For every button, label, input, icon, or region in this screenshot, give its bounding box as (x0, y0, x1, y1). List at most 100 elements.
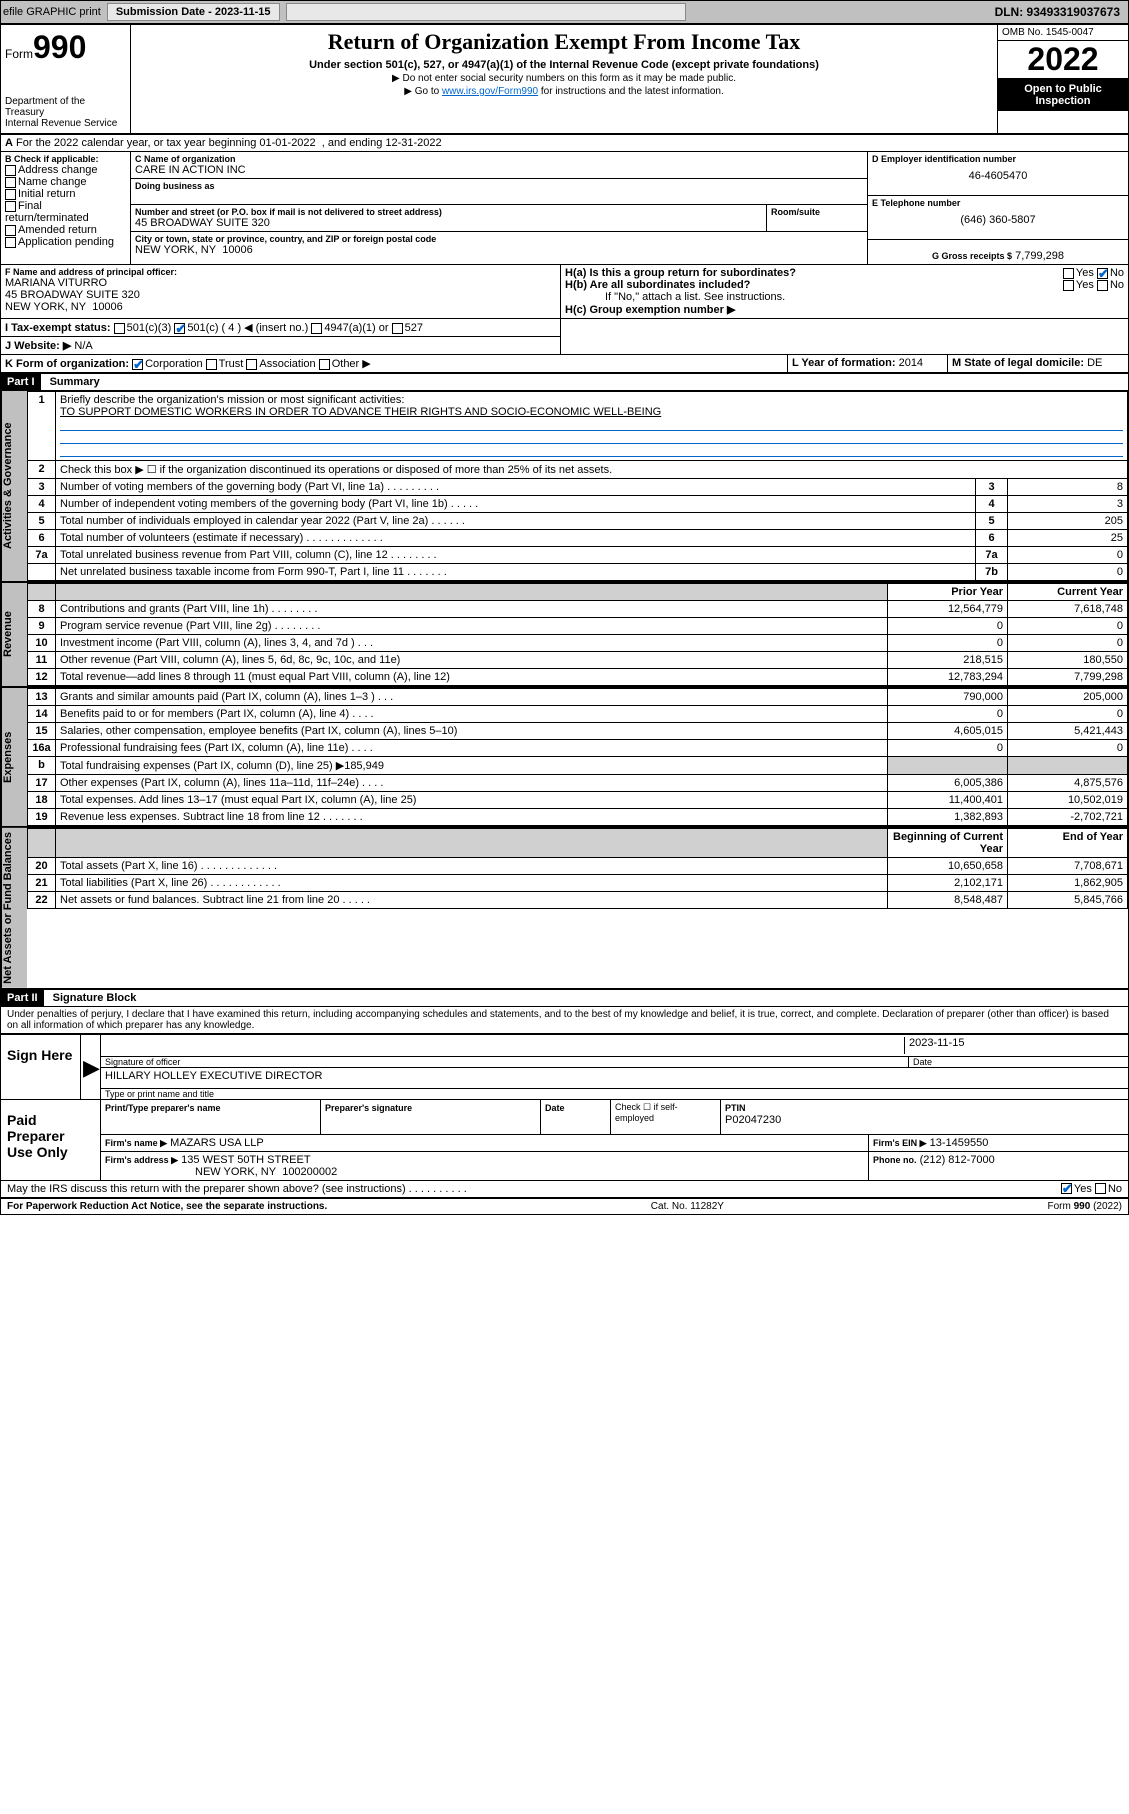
firm-phone-label: Phone no. (873, 1155, 917, 1165)
table-row: 22Net assets or fund balances. Subtract … (28, 892, 1128, 909)
table-row: 17Other expenses (Part IX, column (A), l… (28, 775, 1128, 792)
instr-2: ▶ Go to www.irs.gov/Form990 for instruct… (135, 86, 993, 97)
year-formation: 2014 (899, 357, 923, 369)
cb-name-change[interactable] (5, 177, 16, 188)
col-current: Current Year (1057, 586, 1123, 598)
cb-hb-yes[interactable] (1063, 280, 1074, 291)
header-left: Form990 Department of the Treasury Inter… (1, 25, 131, 133)
table-row: Net unrelated business taxable income fr… (28, 564, 1128, 581)
year-formation-label: L Year of formation: (792, 357, 896, 369)
table-row: 10Investment income (Part VIII, column (… (28, 635, 1128, 652)
may-yes: Yes (1074, 1183, 1092, 1195)
side-expenses: Expenses (1, 688, 27, 826)
page-footer: For Paperwork Reduction Act Notice, see … (1, 1199, 1128, 1214)
instructions-link[interactable]: www.irs.gov/Form990 (442, 86, 538, 97)
part-ii-title: Signature Block (47, 990, 143, 1006)
cb-corp[interactable] (132, 359, 143, 370)
officer-addr1: 45 BROADWAY SUITE 320 (5, 289, 556, 301)
table-row: 7aTotal unrelated business revenue from … (28, 547, 1128, 564)
hb-label: H(b) Are all subordinates included? (565, 279, 750, 291)
cb-final-return[interactable] (5, 201, 16, 212)
cb-501c[interactable] (174, 323, 185, 334)
cb-may-no[interactable] (1095, 1183, 1106, 1194)
section-bcdeg: B Check if applicable: Address change Na… (1, 152, 1128, 265)
cb-address-change[interactable] (5, 165, 16, 176)
form-subtitle: Under section 501(c), 527, or 4947(a)(1)… (135, 59, 993, 71)
cb-amended-return[interactable] (5, 225, 16, 236)
cb-application-pending[interactable] (5, 237, 16, 248)
line-j: J Website: ▶ N/A (1, 337, 1128, 355)
pra-notice: For Paperwork Reduction Act Notice, see … (7, 1201, 327, 1212)
table-row: 9Program service revenue (Part VIII, lin… (28, 618, 1128, 635)
dept-label: Department of the Treasury (5, 96, 126, 118)
cb-trust[interactable] (206, 359, 217, 370)
cb-4947[interactable] (311, 323, 322, 334)
submission-date-button[interactable]: Submission Date - 2023-11-15 (107, 3, 280, 21)
cb-other[interactable] (319, 359, 330, 370)
table-row: 13Grants and similar amounts paid (Part … (28, 689, 1128, 706)
hb-note: If "No," attach a list. See instructions… (565, 291, 1124, 303)
addr-value: 45 BROADWAY SUITE 320 (135, 217, 762, 229)
opt-corp: Corporation (145, 358, 202, 370)
officer-label: F Name and address of principal officer: (5, 267, 556, 277)
cb-initial-return[interactable] (5, 189, 16, 200)
org-name: CARE IN ACTION INC (135, 164, 863, 176)
form-title: Return of Organization Exempt From Incom… (135, 29, 993, 55)
box-b: B Check if applicable: Address change Na… (1, 152, 131, 264)
firm-ein-label: Firm's EIN ▶ (873, 1138, 927, 1148)
form-org-label: K Form of organization: (5, 358, 129, 370)
blank-button[interactable] (286, 3, 686, 21)
ein-value: 46-4605470 (872, 170, 1124, 182)
phone-value: (646) 360-5807 (872, 214, 1124, 226)
cb-hb-no[interactable] (1097, 280, 1108, 291)
firm-addr-label: Firm's address ▶ (105, 1155, 178, 1165)
date-label: Date (908, 1057, 1128, 1067)
line-i: I Tax-exempt status: 501(c)(3) 501(c) ( … (1, 319, 1128, 337)
header-right: OMB No. 1545-0047 2022 Open to Public In… (998, 25, 1128, 133)
org-name-label: C Name of organization (135, 154, 863, 164)
sign-here-label: Sign Here (1, 1035, 81, 1099)
cb-501c3[interactable] (114, 323, 125, 334)
form-header: Form990 Department of the Treasury Inter… (1, 25, 1128, 135)
cb-may-yes[interactable] (1061, 1183, 1072, 1194)
q1-text: TO SUPPORT DOMESTIC WORKERS IN ORDER TO … (60, 406, 661, 418)
ha-yes: Yes (1076, 267, 1094, 279)
rule-3 (60, 445, 1123, 457)
opt-trust: Trust (219, 358, 244, 370)
sig-officer-label: Signature of officer (101, 1057, 908, 1067)
table-row: 4Number of independent voting members of… (28, 496, 1128, 513)
cb-assoc[interactable] (246, 359, 257, 370)
opt-final-return: Final return/terminated (5, 200, 89, 224)
net-assets-table: Beginning of Current YearEnd of Year 20T… (27, 828, 1128, 909)
gross-value: 7,799,298 (1015, 250, 1064, 262)
rule-1 (60, 419, 1123, 431)
ha-no: No (1110, 267, 1124, 279)
cb-ha-no[interactable] (1097, 268, 1108, 279)
check-self: Check ☐ if self-employed (611, 1100, 721, 1134)
opt-application-pending: Application pending (18, 236, 114, 248)
ha-label: H(a) Is this a group return for subordin… (565, 267, 796, 279)
table-row: 11Other revenue (Part VIII, column (A), … (28, 652, 1128, 669)
table-row: 8Contributions and grants (Part VIII, li… (28, 601, 1128, 618)
cb-ha-yes[interactable] (1063, 268, 1074, 279)
table-row: 12Total revenue—add lines 8 through 11 (… (28, 669, 1128, 686)
cb-527[interactable] (392, 323, 403, 334)
table-row: 3Number of voting members of the governi… (28, 479, 1128, 496)
opt-501c3: 501(c)(3) (127, 322, 172, 334)
prep-date-label: Date (545, 1103, 565, 1113)
revenue-table: Prior YearCurrent Year 8Contributions an… (27, 583, 1128, 686)
opt-527: 527 (405, 322, 423, 334)
declaration-text: Under penalties of perjury, I declare th… (1, 1007, 1128, 1033)
table-row: 15Salaries, other compensation, employee… (28, 723, 1128, 740)
opt-initial-return: Initial return (18, 188, 75, 200)
phone-label: E Telephone number (872, 198, 1124, 208)
table-row: 14Benefits paid to or for members (Part … (28, 706, 1128, 723)
firm-addr1: 135 WEST 50TH STREET (181, 1154, 310, 1166)
ein-label: D Employer identification number (872, 154, 1124, 164)
q1-label: Briefly describe the organization's miss… (60, 394, 404, 406)
part-i-badge: Part I (1, 374, 41, 390)
may-irs-text: May the IRS discuss this return with the… (7, 1183, 1061, 1195)
arrow-icon: ▶ (83, 1055, 100, 1081)
firm-name-label: Firm's name ▶ (105, 1138, 167, 1148)
header-center: Return of Organization Exempt From Incom… (131, 25, 998, 133)
